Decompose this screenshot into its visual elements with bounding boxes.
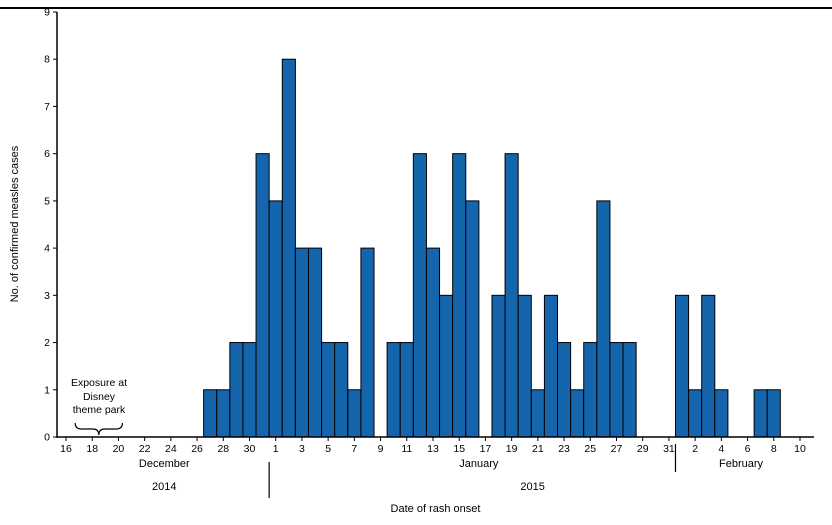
bar-jan-1 (268, 200, 283, 438)
x-tick-label: 29 (637, 443, 649, 455)
x-axis-title: Date of rash onset (390, 503, 481, 515)
bar-jan-10 (386, 342, 401, 438)
bar-feb-7 (753, 389, 768, 438)
x-tick-label: 3 (299, 443, 305, 455)
x-tick-label: 30 (244, 443, 256, 455)
year-label: 2015 (520, 481, 544, 493)
bar-feb-8 (766, 389, 781, 438)
bar-jan-14 (439, 294, 454, 438)
x-tick-label: 31 (663, 443, 675, 455)
bar-jan-26 (596, 200, 611, 438)
bar-jan-11 (399, 342, 414, 438)
month-label: January (459, 458, 499, 470)
bar-feb-1 (674, 294, 690, 438)
x-tick-label: 1 (273, 443, 279, 455)
bar-jan-27 (609, 342, 624, 438)
x-tick-label: 16 (60, 443, 72, 455)
x-tick-label: 17 (480, 443, 492, 455)
x-tick-label: 18 (86, 443, 98, 455)
bar-jan-21 (530, 389, 545, 438)
x-tick-label: 9 (378, 443, 384, 455)
x-tick-label: 4 (718, 443, 724, 455)
x-tick-label: 24 (165, 443, 177, 455)
x-tick-label: 2 (692, 443, 698, 455)
y-tick-label: 5 (44, 195, 50, 207)
bar-jan-20 (517, 294, 532, 438)
exposure-annotation-line: Disney (82, 390, 116, 403)
bar-feb-3 (701, 294, 716, 438)
bar-jan-23 (557, 342, 572, 438)
bar-jan-18 (491, 294, 506, 438)
y-tick-label: 3 (44, 290, 50, 302)
bar-jan-13 (425, 247, 441, 438)
x-tick-label: 27 (611, 443, 623, 455)
x-tick-label: 13 (427, 443, 439, 455)
bar-dec-31 (255, 153, 270, 438)
bar-jan-4 (307, 247, 323, 438)
x-tick-label: 15 (453, 443, 465, 455)
x-tick-label: 6 (745, 443, 751, 455)
bar-dec-28 (216, 389, 231, 438)
top-rule (0, 7, 832, 9)
bar-feb-4 (714, 389, 729, 438)
y-tick-label: 4 (44, 243, 50, 255)
x-tick-label: 5 (325, 443, 331, 455)
bar-jan-5 (321, 342, 336, 438)
y-axis-title: No. of confirmed measles cases (9, 145, 21, 303)
bar-jan-25 (583, 342, 598, 438)
x-tick-label: 26 (191, 443, 203, 455)
x-tick-label: 20 (113, 443, 125, 455)
bar-feb-2 (688, 389, 703, 438)
bar-jan-22 (543, 294, 559, 438)
x-tick-label: 23 (558, 443, 570, 455)
y-tick-label: 7 (44, 101, 50, 113)
x-tick-label: 22 (139, 443, 151, 455)
exposure-brace (74, 422, 123, 436)
bar-jan-16 (465, 200, 480, 438)
bar-jan-28 (622, 342, 637, 438)
bar-jan-19 (504, 153, 519, 438)
y-tick-label: 8 (44, 54, 50, 66)
y-tick-label: 0 (44, 432, 50, 444)
bar-jan-15 (452, 153, 467, 438)
x-tick-label: 21 (532, 443, 544, 455)
x-tick-label: 7 (351, 443, 357, 455)
bar-dec-27 (203, 389, 218, 438)
month-label: February (719, 458, 764, 470)
bar-jan-12 (412, 153, 427, 438)
year-label: 2014 (152, 481, 176, 493)
y-tick-label: 1 (44, 384, 50, 396)
x-tick-label: 25 (584, 443, 596, 455)
x-tick-label: 11 (401, 443, 412, 455)
bar-jan-6 (334, 342, 349, 438)
exposure-annotation: Exposure at Disney theme park (40, 377, 158, 418)
exposure-annotation-line: Exposure at (70, 377, 128, 389)
y-tick-label: 6 (44, 148, 50, 160)
month-label: December (139, 458, 190, 470)
x-tick-label: 8 (771, 443, 777, 455)
y-tick-label: 9 (44, 7, 50, 19)
x-tick-label: 19 (506, 443, 518, 455)
bar-dec-30 (242, 342, 257, 438)
bar-jan-24 (570, 389, 585, 438)
bar-jan-2 (281, 58, 296, 438)
x-tick-label: 28 (217, 443, 229, 455)
bar-dec-29 (229, 342, 244, 438)
exposure-annotation-line: theme park (72, 404, 126, 416)
y-tick-label: 2 (44, 337, 50, 349)
bar-jan-3 (294, 247, 309, 438)
x-tick-label: 10 (794, 443, 806, 455)
bar-jan-8 (360, 247, 375, 438)
bar-jan-7 (347, 389, 362, 438)
